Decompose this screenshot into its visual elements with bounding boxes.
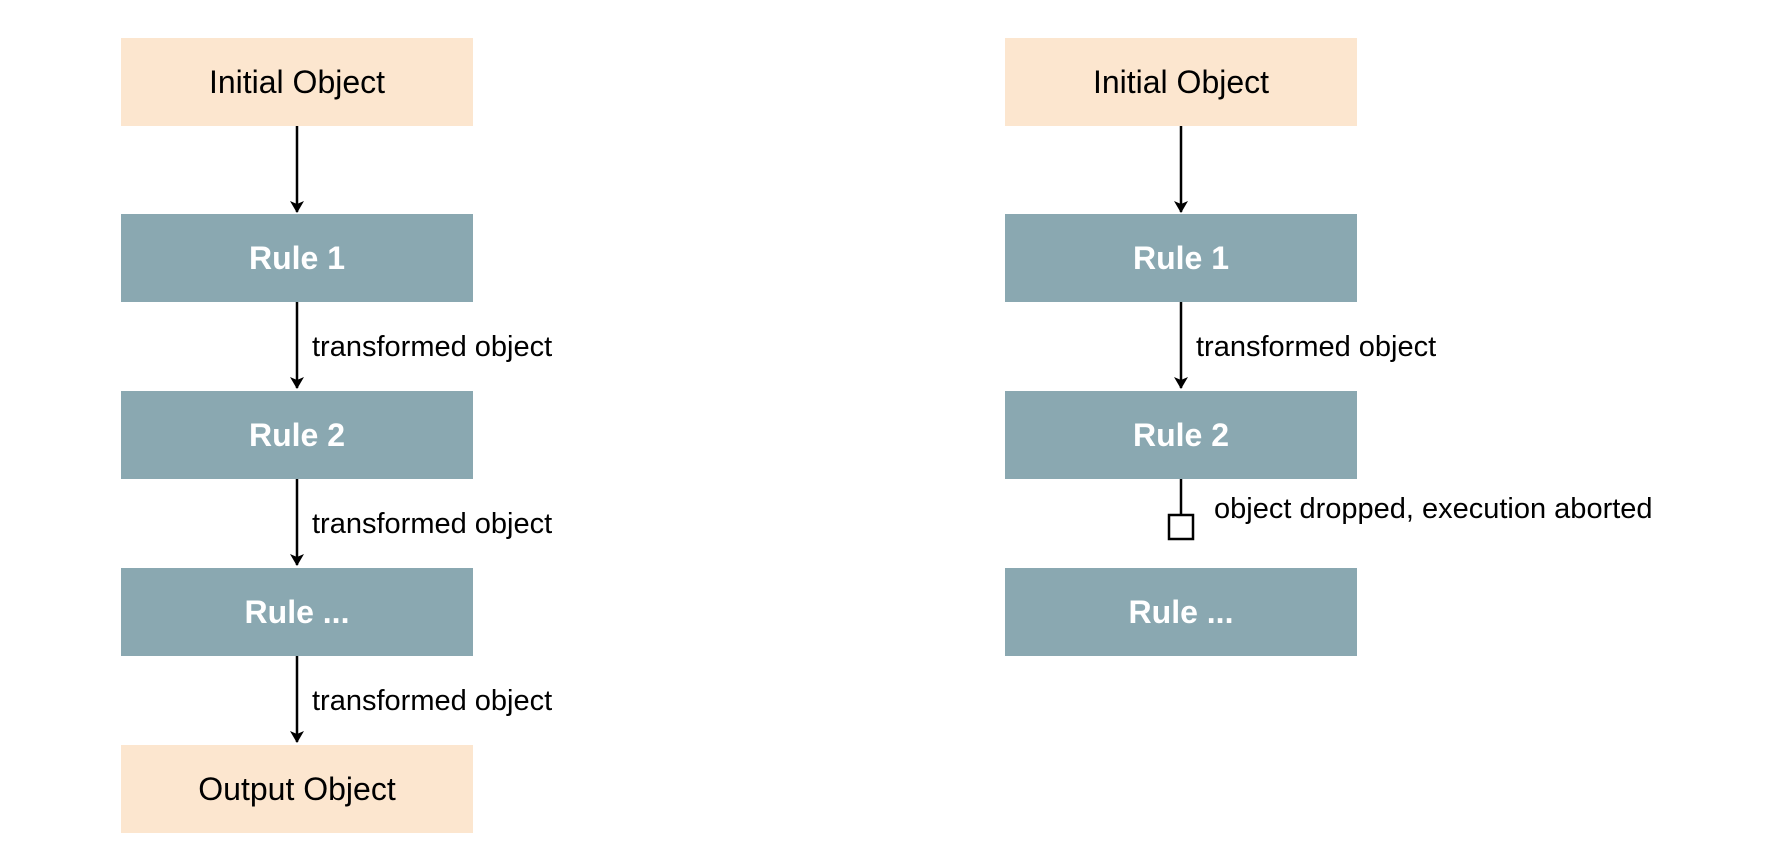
left-rule-more: Rule ... xyxy=(121,568,473,656)
left-edge-label-2: transformed object xyxy=(312,508,553,540)
left-edge-label-3: transformed object xyxy=(312,685,553,717)
left-initial-object: Initial Object xyxy=(121,38,473,126)
left-rule-1: Rule 1 xyxy=(121,214,473,302)
left-rule-2: Rule 2 xyxy=(121,391,473,479)
left-output-object: Output Object xyxy=(121,745,473,833)
right-initial-object: Initial Object xyxy=(1005,38,1357,126)
right-rule-2: Rule 2 xyxy=(1005,391,1357,479)
drop-square-icon xyxy=(1167,513,1195,541)
right-edge-label-1: transformed object xyxy=(1196,331,1437,363)
right-dropped-label: object dropped, execution aborted xyxy=(1214,493,1653,525)
left-edge-label-1: transformed object xyxy=(312,331,553,363)
right-rule-more: Rule ... xyxy=(1005,568,1357,656)
right-rule-1: Rule 1 xyxy=(1005,214,1357,302)
